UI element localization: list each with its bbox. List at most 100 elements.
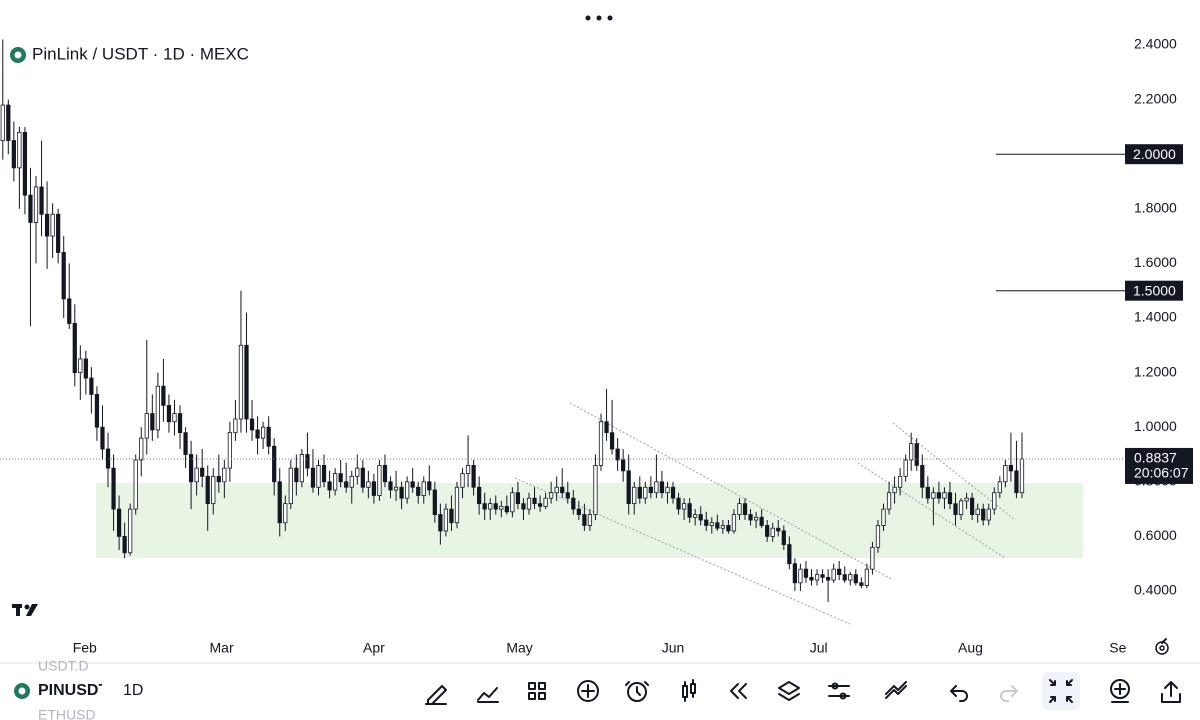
candle-body [903,459,908,477]
menu-dot[interactable] [607,15,613,21]
candle-body [532,497,537,505]
candle-body [410,481,415,488]
candle-body [161,385,166,406]
candle-body [693,514,698,518]
candle-body [177,413,183,434]
candle-body [78,358,83,374]
candle-body [6,104,11,141]
candle-body [405,481,410,499]
candle-body [33,186,39,223]
x-tick-label: Aug [958,640,983,656]
candle-body [814,574,820,581]
candle-body [360,467,365,488]
candle-body [100,426,105,450]
candle-body [886,492,892,510]
toolbar [0,664,1200,720]
watchlist-item[interactable]: ETHUSD [38,707,96,720]
candle-body [898,475,903,488]
candle-body [321,465,327,483]
candle-body [288,467,293,505]
y-tick-label: 2.4000 [1134,36,1177,52]
candle-body [565,492,570,499]
candle-body [803,568,809,578]
candle-body [172,413,177,423]
candle-body [748,514,753,521]
candle-body [970,497,975,515]
candle-body [194,467,199,483]
candle-body [465,465,471,475]
candle-body [211,475,216,505]
x-tick-label: Feb [73,640,97,656]
candle-body [471,465,476,488]
candle-body [549,492,554,499]
candle-body [499,505,504,510]
settings-icon[interactable] [1155,641,1169,655]
toolbar-interval[interactable]: 1D [123,682,143,699]
settings-icon[interactable] [1159,645,1165,651]
candle-body [809,576,814,581]
candle-body [366,481,371,488]
candle-body [61,252,66,300]
candle-body [454,486,460,524]
candle-body [687,503,692,518]
candle-body [909,443,914,461]
candle-body [914,443,919,466]
candle-body [953,503,958,515]
candle-body [676,497,681,510]
candle-body [792,563,797,584]
candle-body [526,497,532,510]
candle-body [128,508,133,554]
candle-body [94,394,100,428]
candle-body [338,473,343,483]
candle-body [643,486,648,499]
candle-body [781,530,786,545]
toolbar-icons[interactable] [1110,679,1181,703]
toolbar-symbol[interactable]: PINUSDT [38,682,108,699]
candle-body [587,514,593,526]
candle-body [626,470,631,505]
candle-body [144,413,149,439]
candle-body [992,492,997,510]
fullscreen-icon[interactable] [1049,679,1073,703]
fullscreen-button[interactable] [1042,672,1080,710]
candle-body [504,505,509,513]
y-tick-label: 1.6000 [1134,254,1177,270]
candle-body [964,497,969,502]
tv-logo [12,604,38,616]
toolbar-icons[interactable] [425,679,1018,705]
x-tick-label: Jul [810,640,828,656]
candle-body [427,481,432,491]
candle-body [554,486,559,494]
candle-body [388,481,393,491]
candle-body [200,467,205,477]
level-tag [1125,280,1183,301]
candle-body [920,465,925,488]
candle-body [216,475,221,483]
watchlist-item[interactable]: USDT.D [38,658,89,674]
candle-body [637,486,642,499]
candle-body [621,459,626,472]
candle-body [510,492,515,513]
candle-body [371,481,377,496]
candle-body [798,568,803,584]
candle-body [310,467,316,488]
menu-dot[interactable] [585,15,591,21]
candle-body [89,377,94,395]
menu-dot[interactable] [596,15,602,21]
level-label: 2.0000 [1133,146,1176,162]
candle-body [50,213,55,237]
y-tick-label: 0.6000 [1134,527,1177,543]
candle-body [681,503,687,510]
candle-body [776,527,781,532]
candle-body [111,467,116,510]
candle-body [183,432,188,455]
candle-body [449,508,454,524]
candle-body [958,500,964,515]
candle-body [875,525,881,548]
countdown: 20:06:07 [1134,465,1189,481]
x-tick-label: May [506,640,532,656]
candle-body [188,454,194,483]
symbol-clip: PINUSDT [38,682,108,699]
candle-body [67,298,72,324]
